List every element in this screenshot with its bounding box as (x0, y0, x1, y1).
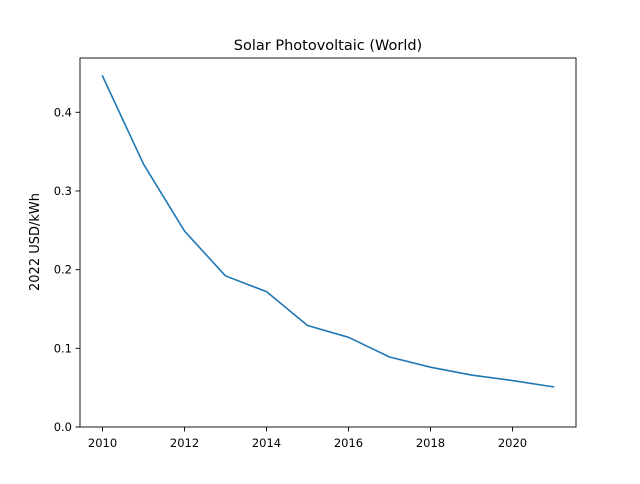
x-tick-label: 2018 (416, 436, 445, 450)
plot-area: 2010 2012 2014 2016 2018 2020 0.0 0.1 0.2 0.3 0.4 (54, 57, 577, 450)
x-tick-label: 2010 (88, 436, 117, 450)
y-tick-label: 0.3 (54, 184, 72, 198)
x-tick-label: 2016 (334, 436, 363, 450)
x-tick-label: 2020 (498, 436, 527, 450)
plot-frame (79, 57, 577, 428)
x-tick-label: 2012 (170, 436, 199, 450)
y-tick-label: 0.4 (54, 105, 72, 119)
y-tick-label: 0.2 (54, 263, 72, 277)
y-tick-label: 0.1 (54, 341, 72, 355)
series-line (101, 75, 555, 388)
y-tick-label: 0.0 (54, 420, 72, 434)
chart-title: Solar Photovoltaic (World) (234, 38, 422, 54)
x-tick-label: 2014 (252, 436, 281, 450)
y-axis-label: 2022 USD/kWh (28, 193, 43, 291)
